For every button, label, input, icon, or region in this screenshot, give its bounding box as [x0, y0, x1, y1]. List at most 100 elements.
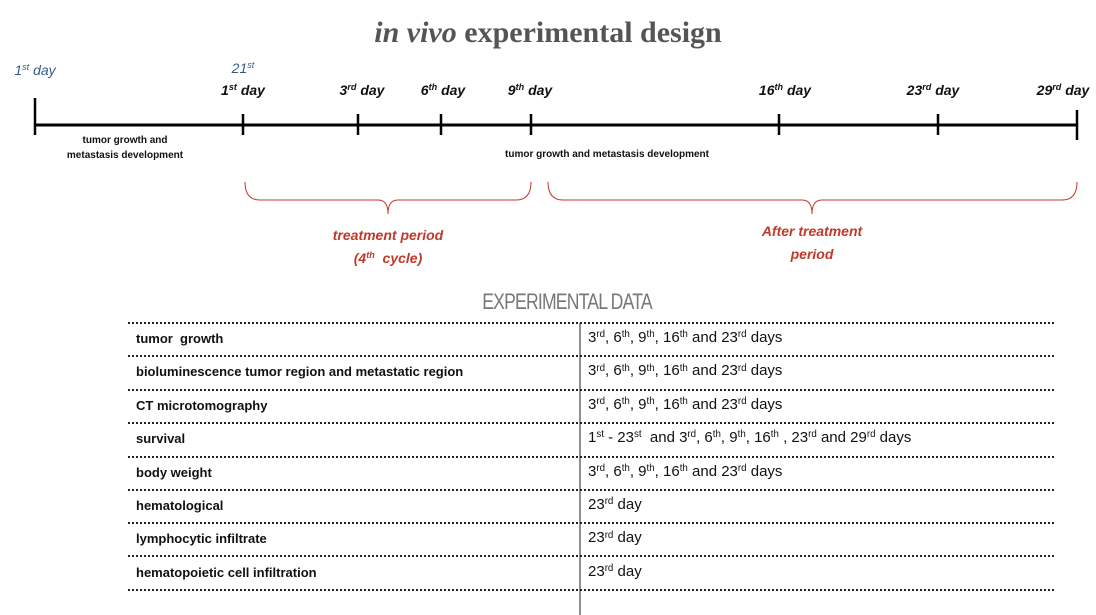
superscript: st	[247, 60, 255, 71]
text-piece: days	[875, 429, 912, 447]
row-value: 23rd day	[588, 529, 642, 546]
row-value: 3rd, 6th, 9th, 16th and 23rd days	[588, 463, 782, 480]
text-piece: , 16	[745, 429, 771, 447]
phase1-label: metastasis development	[66, 150, 184, 161]
row-label: hematopoietic cell infiltration	[136, 564, 317, 580]
superscript: rd	[866, 429, 876, 441]
text-piece: 1	[221, 82, 229, 98]
superscript: th	[712, 429, 721, 441]
superscript: th	[679, 362, 688, 374]
text-piece: 3	[588, 395, 597, 413]
text-piece: days	[746, 395, 783, 413]
text-piece: 23	[906, 82, 923, 98]
row-value: 23rd day	[588, 563, 642, 580]
text-piece: and 23	[687, 362, 738, 380]
row-value: 1st - 23st and 3rd, 6th, 9th, 16th , 23r…	[588, 429, 911, 446]
title-rest: experimental design	[456, 16, 722, 49]
text-piece: day	[931, 82, 960, 98]
superscript: st	[633, 429, 642, 441]
day-label: 9th day	[508, 82, 552, 98]
superscript: th	[679, 462, 688, 474]
text-piece: day	[613, 529, 642, 547]
text-piece: and 23	[687, 329, 738, 346]
treatment-label: (4th cycle)	[354, 250, 423, 266]
superscript: th	[621, 362, 630, 374]
text-piece: , 16	[654, 462, 680, 480]
superscript: rd	[1052, 82, 1062, 93]
superscript: rd	[596, 329, 606, 341]
superscript: th	[621, 462, 630, 474]
text-piece: 21	[231, 60, 248, 76]
text-piece: , 9	[629, 329, 647, 346]
superscript: th	[646, 462, 655, 474]
row-label: body weight	[136, 464, 212, 480]
after-brace	[547, 181, 1078, 215]
text-piece: , 16	[654, 362, 680, 380]
day-label: 1st day	[221, 82, 265, 98]
superscript: th	[621, 329, 630, 341]
text-piece: , 16	[654, 395, 680, 413]
text-piece: 9	[507, 82, 516, 98]
title-italic: in vivo	[374, 16, 457, 49]
after-label: period	[790, 246, 834, 262]
row-label: hematological	[136, 498, 224, 513]
timeline-ticks	[33, 98, 1079, 140]
text-piece: , 6	[605, 329, 622, 346]
text-piece: day	[236, 82, 265, 98]
day-label: 3rd day	[340, 82, 385, 98]
superscript: rd	[596, 395, 606, 407]
superscript: rd	[604, 496, 614, 508]
superscript: th	[679, 329, 688, 341]
day21-label: 21st	[232, 60, 255, 76]
text-piece: and 3	[641, 429, 688, 447]
text-piece: day	[437, 82, 466, 98]
text-piece: 23	[588, 496, 605, 513]
row-value: 3rd, 6th, 9th, 16th and 23rd days	[588, 362, 782, 379]
superscript: st	[596, 429, 604, 441]
superscript: rd	[737, 362, 747, 374]
text-piece: , 23	[778, 429, 809, 447]
text-piece: 3	[588, 329, 597, 346]
text-piece: , 6	[696, 429, 713, 447]
text-piece: , 9	[629, 362, 647, 380]
text-piece: , 9	[629, 462, 647, 480]
superscript: rd	[596, 362, 606, 374]
superscript: th	[737, 429, 746, 441]
row-value: 23rd day	[588, 496, 642, 513]
superscript: rd	[737, 329, 747, 341]
superscript: st	[22, 62, 30, 73]
day-label: 16th day	[759, 82, 811, 98]
text-piece: , 9	[720, 429, 738, 447]
text-piece: 3	[588, 462, 597, 480]
title: in vivo experimental design	[374, 16, 721, 50]
row-label: CT microtomography	[136, 397, 268, 413]
superscript: rd	[604, 562, 614, 574]
text-piece: and 23	[687, 462, 738, 480]
treatment-label: treatment period	[332, 227, 444, 243]
day-label: 23rd day	[907, 82, 960, 98]
text-piece: day	[29, 62, 56, 78]
text-piece: day	[613, 562, 642, 580]
text-piece: days	[746, 329, 783, 346]
row-value: 3rd, 6th, 9th, 16th and 23rd days	[588, 329, 782, 346]
text-piece: 3	[339, 82, 348, 98]
text-piece: 6	[420, 82, 429, 98]
text-piece: 1	[588, 429, 597, 447]
superscript: th	[646, 362, 655, 374]
text-piece: day	[524, 82, 553, 98]
text-piece: day	[783, 82, 812, 98]
text-piece: 23	[588, 529, 605, 547]
text-piece: 1	[14, 62, 23, 78]
after-label: After treatment	[761, 223, 863, 239]
superscript: rd	[808, 429, 817, 441]
text-piece: , 16	[654, 329, 680, 346]
superscript: rd	[922, 82, 932, 93]
row-label: lymphocytic infiltrate	[136, 531, 267, 547]
text-piece: and 23	[687, 395, 738, 413]
superscript: th	[770, 429, 779, 441]
phase2-label: tumor growth and metastasis development	[505, 149, 709, 160]
text-piece: days	[746, 462, 783, 480]
superscript: rd	[687, 429, 697, 441]
